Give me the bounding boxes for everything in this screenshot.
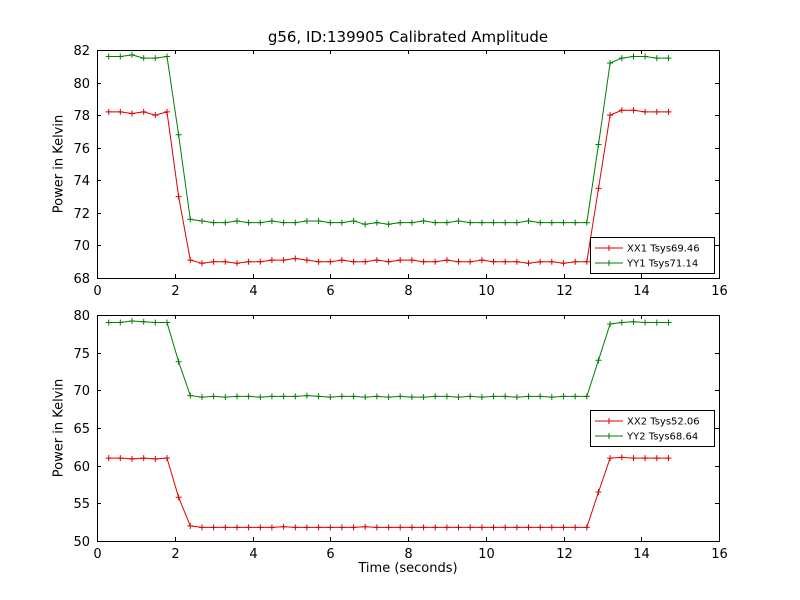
x-tick-label: 4 [249, 547, 257, 562]
y-tick-label: 68 [73, 272, 90, 287]
y-tick-label: 55 [73, 497, 90, 512]
series-line-YY1 [108, 54, 669, 225]
x-tick-label: 8 [404, 547, 412, 562]
x-tick-label: 6 [326, 284, 334, 299]
y-tick-label: 65 [73, 422, 90, 437]
x-tick-label: 4 [249, 284, 257, 299]
series-line-XX1 [108, 109, 669, 264]
x-tick-label: 10 [478, 284, 495, 299]
x-tick-label: 0 [93, 547, 101, 562]
legend-label-XX2: XX2 Tsys52.06 [627, 417, 700, 428]
y-tick-label: 50 [73, 535, 90, 550]
x-tick-label: 6 [326, 547, 334, 562]
series-line-XX2 [108, 456, 669, 528]
y-tick-label: 80 [73, 77, 90, 92]
x-tick-label: 2 [171, 547, 179, 562]
y-tick-label: 70 [73, 384, 90, 399]
series-markers-YY1 [105, 51, 672, 228]
y-tick-label: 72 [73, 207, 90, 222]
chart-title: g56, ID:139905 Calibrated Amplitude [267, 28, 549, 46]
legend-label-YY2: YY2 Tsys68.64 [626, 432, 698, 443]
y-tick-label: 80 [73, 309, 90, 324]
y-tick-label: 76 [73, 142, 90, 157]
x-tick-label: 10 [478, 547, 495, 562]
series-markers-XX2 [105, 454, 672, 531]
legend-label-YY1: YY1 Tsys71.14 [626, 259, 698, 270]
y-tick-label: 78 [73, 109, 90, 124]
series-markers-YY2 [105, 318, 672, 401]
series-line-YY2 [108, 320, 669, 398]
series-markers-XX1 [105, 107, 672, 267]
legend: XX2 Tsys52.06 YY2 Tsys68.64 [590, 410, 715, 447]
y-tick-label: 82 [73, 44, 90, 59]
x-tick-label: 14 [633, 547, 650, 562]
y-tick-label: 75 [73, 347, 90, 362]
legend-label-XX1: XX1 Tsys69.46 [627, 244, 700, 255]
x-tick-label: 12 [556, 284, 573, 299]
x-axis-label: Time (seconds) [358, 561, 458, 576]
x-tick-label: 12 [556, 547, 573, 562]
x-tick-label: 2 [171, 284, 179, 299]
bottom-subplot: 0 2 4 6 8 10 12 14 16 50 55 60 65 70 75 80 XX2 Tsys52.06… [73, 309, 727, 562]
x-tick-label: 8 [404, 284, 412, 299]
y-tick-label: 60 [73, 460, 90, 475]
y-tick-label: 74 [73, 174, 90, 189]
x-tick-label: 0 [93, 284, 101, 299]
y-tick-label: 70 [73, 239, 90, 254]
x-tick-label: 16 [711, 284, 728, 299]
legend: XX1 Tsys69.46 YY1 Tsys71.14 [590, 237, 715, 274]
x-tick-label: 14 [633, 284, 650, 299]
x-tick-label: 16 [711, 547, 728, 562]
